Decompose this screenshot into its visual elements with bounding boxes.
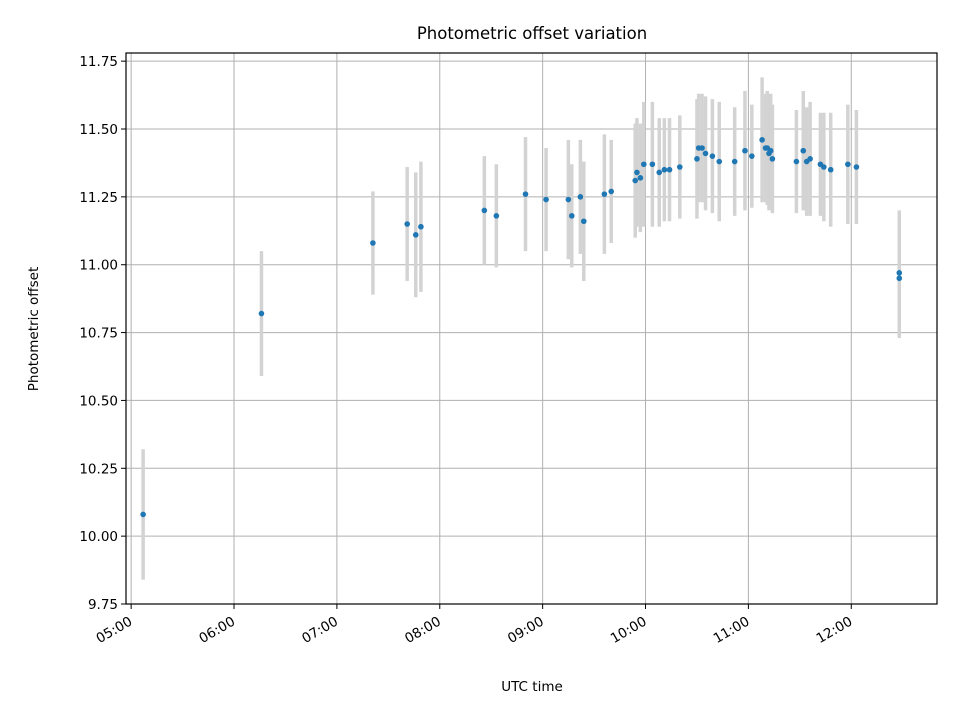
data-point xyxy=(656,169,663,176)
plot-frame xyxy=(125,52,938,605)
data-point xyxy=(759,137,765,143)
data-point xyxy=(716,158,723,165)
data-point xyxy=(666,166,673,173)
y-tick-label: 11.75 xyxy=(79,54,118,70)
x-axis-label: UTC time xyxy=(501,679,563,695)
data-point xyxy=(767,147,774,154)
data-point xyxy=(821,164,827,170)
data-point xyxy=(749,153,755,159)
data-point xyxy=(418,223,424,230)
y-tick-label: 9.75 xyxy=(88,597,118,613)
data-point xyxy=(481,207,488,214)
data-point xyxy=(634,169,640,176)
data-point xyxy=(731,158,738,165)
data-point xyxy=(580,218,587,225)
y-axis-label: Photometric offset xyxy=(26,267,42,391)
data-point xyxy=(522,191,529,197)
data-point xyxy=(702,150,709,157)
y-axis: 9.75 10.00 10.25 10.50 10.75 11.00 11.25 11.50 1… xyxy=(79,54,126,613)
data-point xyxy=(641,161,647,168)
data-point xyxy=(793,158,800,165)
data-point xyxy=(370,240,376,246)
data-point xyxy=(769,156,776,162)
data-point xyxy=(845,161,851,168)
data-points xyxy=(140,137,903,518)
data-point xyxy=(699,145,705,151)
data-point xyxy=(608,188,615,195)
y-tick-label: 10.25 xyxy=(79,461,118,477)
data-point xyxy=(568,213,575,219)
y-tick-label: 11.25 xyxy=(79,190,118,206)
data-point xyxy=(709,153,716,159)
data-point xyxy=(694,156,700,162)
data-point xyxy=(140,511,146,518)
data-point xyxy=(677,164,683,170)
data-point xyxy=(404,221,410,227)
data-point xyxy=(258,310,265,317)
data-point xyxy=(543,196,549,203)
data-point xyxy=(896,275,903,282)
data-point xyxy=(637,175,644,181)
data-point xyxy=(632,177,639,184)
data-point xyxy=(807,156,813,162)
data-point xyxy=(601,191,608,197)
data-point xyxy=(827,166,834,173)
y-tick-label: 10.00 xyxy=(79,529,118,545)
data-point xyxy=(800,147,807,154)
data-point xyxy=(412,232,419,238)
chart-title: Photometric offset variation xyxy=(417,24,647,43)
data-point xyxy=(577,194,584,200)
y-tick-label: 11.00 xyxy=(79,258,118,274)
data-point xyxy=(742,147,748,154)
y-tick-label: 10.50 xyxy=(79,393,118,409)
data-point xyxy=(493,213,500,219)
y-tick-label: 10.75 xyxy=(79,326,118,342)
data-point xyxy=(896,270,903,276)
data-point xyxy=(565,196,572,203)
y-tick-label: 11.50 xyxy=(79,122,118,138)
data-point xyxy=(853,164,860,170)
data-point xyxy=(661,166,668,173)
data-point xyxy=(649,161,656,168)
